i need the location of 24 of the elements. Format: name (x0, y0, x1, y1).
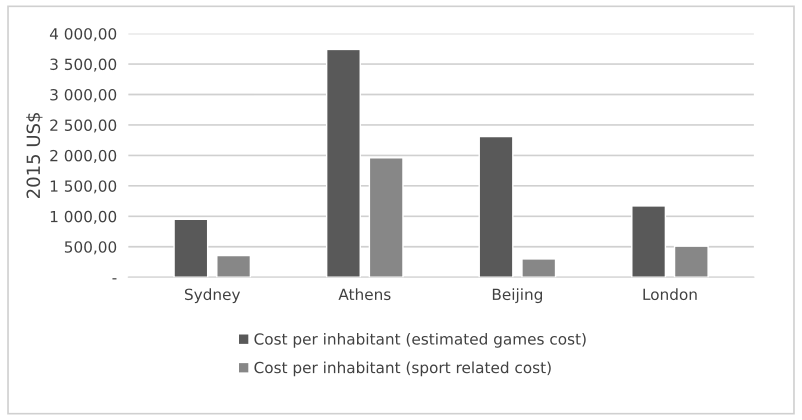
x-tick-label: Sydney (184, 288, 240, 304)
bar (521, 258, 556, 278)
bar (478, 136, 514, 278)
legend-label: Cost per inhabitant (sport related cost) (254, 361, 551, 376)
x-tick-label: London (643, 288, 697, 300)
bar (368, 157, 404, 278)
y-tick-label: 4 000,00 (50, 28, 116, 42)
bar (326, 48, 361, 278)
y-tick-label: 3 000,00 (50, 88, 116, 102)
y-axis-title: 2015 US$ (26, 112, 43, 198)
bar (631, 205, 666, 278)
bar (173, 218, 208, 278)
y-tick-label: 1 500,00 (50, 180, 116, 194)
x-tick-label: Beijing (492, 288, 542, 304)
y-tick-label: 2 000,00 (50, 150, 116, 163)
bar (674, 245, 709, 278)
y-tick-label: 1 000,00 (50, 210, 116, 224)
y-tick-label: 500,00 (64, 241, 116, 254)
bar (216, 254, 252, 278)
y-tick-label: 2 500,00 (50, 119, 116, 133)
y-tick-label: 3 500,00 (50, 58, 116, 72)
legend-label: Cost per inhabitant (estimated games cost) (254, 332, 586, 348)
x-tick-label: Athens (338, 288, 391, 300)
y-tick-label: - (112, 278, 116, 280)
